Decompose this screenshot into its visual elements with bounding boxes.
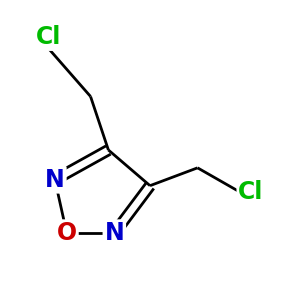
- Text: Cl: Cl: [36, 25, 61, 49]
- Text: Cl: Cl: [238, 180, 264, 204]
- Text: N: N: [104, 221, 124, 245]
- Text: N: N: [45, 168, 65, 192]
- Text: O: O: [57, 221, 77, 245]
